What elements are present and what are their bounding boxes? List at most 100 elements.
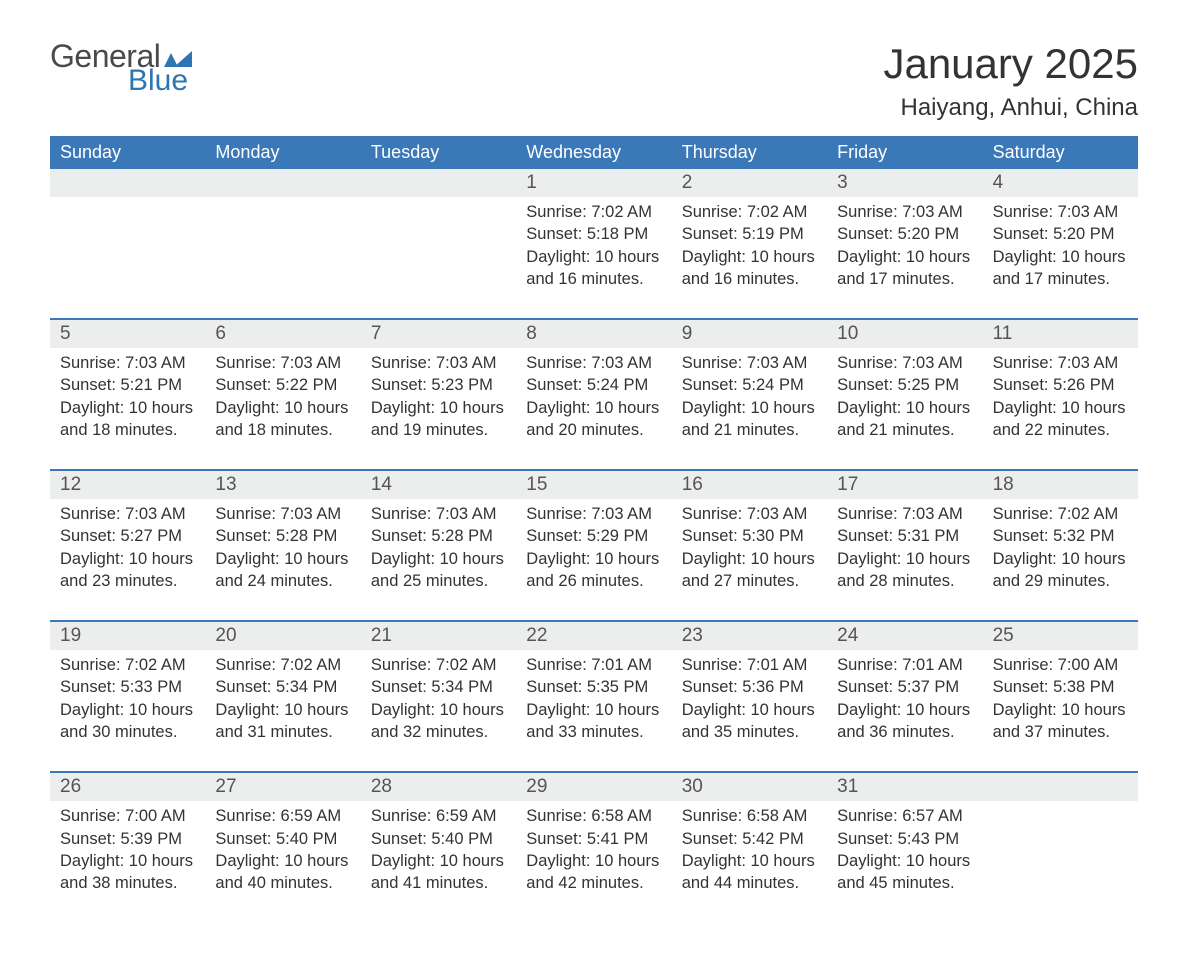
daylight-text: and 44 minutes. <box>682 872 817 894</box>
sunset-text: Sunset: 5:34 PM <box>215 676 350 698</box>
day-number-row: 12131415161718 <box>50 471 1138 499</box>
day-cell: Sunrise: 7:03 AMSunset: 5:28 PMDaylight:… <box>205 499 360 620</box>
daylight-text: and 37 minutes. <box>993 721 1128 743</box>
sunrise-text: Sunrise: 7:02 AM <box>60 654 195 676</box>
sunrise-text: Sunrise: 7:03 AM <box>682 503 817 525</box>
daylight-text: and 31 minutes. <box>215 721 350 743</box>
sunset-text: Sunset: 5:26 PM <box>993 374 1128 396</box>
weekday-header: Sunday <box>50 136 205 169</box>
day-cell: Sunrise: 7:03 AMSunset: 5:28 PMDaylight:… <box>361 499 516 620</box>
sunset-text: Sunset: 5:35 PM <box>526 676 661 698</box>
daylight-text: Daylight: 10 hours <box>993 699 1128 721</box>
sunset-text: Sunset: 5:20 PM <box>837 223 972 245</box>
day-number: 24 <box>827 622 982 650</box>
sunrise-text: Sunrise: 7:03 AM <box>526 352 661 374</box>
daylight-text: and 38 minutes. <box>60 872 195 894</box>
daylight-text: and 36 minutes. <box>837 721 972 743</box>
day-number <box>983 773 1138 801</box>
header: General Blue January 2025 Haiyang, Anhui… <box>50 40 1138 122</box>
day-cell: Sunrise: 7:03 AMSunset: 5:22 PMDaylight:… <box>205 348 360 469</box>
sunset-text: Sunset: 5:36 PM <box>682 676 817 698</box>
title-block: January 2025 Haiyang, Anhui, China <box>883 40 1138 122</box>
sunset-text: Sunset: 5:39 PM <box>60 828 195 850</box>
sunrise-text: Sunrise: 7:02 AM <box>215 654 350 676</box>
day-number: 19 <box>50 622 205 650</box>
sunrise-text: Sunrise: 7:01 AM <box>837 654 972 676</box>
daylight-text: and 24 minutes. <box>215 570 350 592</box>
calendar-week: 567891011Sunrise: 7:03 AMSunset: 5:21 PM… <box>50 318 1138 469</box>
day-number: 10 <box>827 320 982 348</box>
daylight-text: Daylight: 10 hours <box>682 397 817 419</box>
day-cell: Sunrise: 7:03 AMSunset: 5:24 PMDaylight:… <box>516 348 671 469</box>
day-cell: Sunrise: 7:03 AMSunset: 5:20 PMDaylight:… <box>983 197 1138 318</box>
sunset-text: Sunset: 5:34 PM <box>371 676 506 698</box>
location: Haiyang, Anhui, China <box>883 94 1138 122</box>
day-cell: Sunrise: 7:02 AMSunset: 5:19 PMDaylight:… <box>672 197 827 318</box>
daylight-text: and 35 minutes. <box>682 721 817 743</box>
daylight-text: and 19 minutes. <box>371 419 506 441</box>
sunrise-text: Sunrise: 7:03 AM <box>215 352 350 374</box>
daylight-text: Daylight: 10 hours <box>526 397 661 419</box>
logo: General Blue <box>50 40 192 96</box>
day-number: 25 <box>983 622 1138 650</box>
day-cell: Sunrise: 7:02 AMSunset: 5:33 PMDaylight:… <box>50 650 205 771</box>
daylight-text: and 41 minutes. <box>371 872 506 894</box>
sunset-text: Sunset: 5:38 PM <box>993 676 1128 698</box>
daylight-text: and 20 minutes. <box>526 419 661 441</box>
daylight-text: and 18 minutes. <box>60 419 195 441</box>
sunset-text: Sunset: 5:40 PM <box>371 828 506 850</box>
sunrise-text: Sunrise: 6:57 AM <box>837 805 972 827</box>
sunrise-text: Sunrise: 7:01 AM <box>526 654 661 676</box>
sunrise-text: Sunrise: 7:03 AM <box>215 503 350 525</box>
sunset-text: Sunset: 5:24 PM <box>682 374 817 396</box>
day-number: 30 <box>672 773 827 801</box>
daylight-text: Daylight: 10 hours <box>993 246 1128 268</box>
sunrise-text: Sunrise: 7:03 AM <box>682 352 817 374</box>
day-number: 7 <box>361 320 516 348</box>
daylight-text: Daylight: 10 hours <box>371 548 506 570</box>
day-cell: Sunrise: 7:03 AMSunset: 5:31 PMDaylight:… <box>827 499 982 620</box>
daylight-text: Daylight: 10 hours <box>837 699 972 721</box>
daylight-text: Daylight: 10 hours <box>526 850 661 872</box>
calendar-week: 262728293031Sunrise: 7:00 AMSunset: 5:39… <box>50 771 1138 922</box>
daylight-text: Daylight: 10 hours <box>682 548 817 570</box>
sunrise-text: Sunrise: 7:02 AM <box>371 654 506 676</box>
daylight-text: Daylight: 10 hours <box>60 397 195 419</box>
sunset-text: Sunset: 5:18 PM <box>526 223 661 245</box>
day-cell: Sunrise: 7:00 AMSunset: 5:38 PMDaylight:… <box>983 650 1138 771</box>
sunrise-text: Sunrise: 7:00 AM <box>60 805 195 827</box>
daylight-text: and 21 minutes. <box>837 419 972 441</box>
daylight-text: and 30 minutes. <box>60 721 195 743</box>
day-cell: Sunrise: 7:02 AMSunset: 5:34 PMDaylight:… <box>205 650 360 771</box>
daylight-text: Daylight: 10 hours <box>682 246 817 268</box>
day-number: 3 <box>827 169 982 197</box>
day-cell: Sunrise: 7:02 AMSunset: 5:34 PMDaylight:… <box>361 650 516 771</box>
calendar: Sunday Monday Tuesday Wednesday Thursday… <box>50 136 1138 922</box>
weekday-header: Friday <box>827 136 982 169</box>
calendar-week: 1234Sunrise: 7:02 AMSunset: 5:18 PMDayli… <box>50 169 1138 318</box>
day-number: 5 <box>50 320 205 348</box>
daylight-text: Daylight: 10 hours <box>837 246 972 268</box>
day-number: 22 <box>516 622 671 650</box>
day-cell: Sunrise: 6:59 AMSunset: 5:40 PMDaylight:… <box>205 801 360 922</box>
sunrise-text: Sunrise: 7:00 AM <box>993 654 1128 676</box>
daylight-text: and 29 minutes. <box>993 570 1128 592</box>
daylight-text: Daylight: 10 hours <box>215 548 350 570</box>
sunrise-text: Sunrise: 6:59 AM <box>215 805 350 827</box>
sunset-text: Sunset: 5:43 PM <box>837 828 972 850</box>
day-cell <box>205 197 360 318</box>
day-number: 8 <box>516 320 671 348</box>
sunrise-text: Sunrise: 7:03 AM <box>837 503 972 525</box>
day-cell: Sunrise: 7:00 AMSunset: 5:39 PMDaylight:… <box>50 801 205 922</box>
daylight-text: and 16 minutes. <box>526 268 661 290</box>
sunset-text: Sunset: 5:24 PM <box>526 374 661 396</box>
day-number: 1 <box>516 169 671 197</box>
sunrise-text: Sunrise: 7:03 AM <box>371 503 506 525</box>
day-number: 31 <box>827 773 982 801</box>
sunset-text: Sunset: 5:27 PM <box>60 525 195 547</box>
weekday-header: Saturday <box>983 136 1138 169</box>
daylight-text: Daylight: 10 hours <box>215 699 350 721</box>
day-number: 27 <box>205 773 360 801</box>
daylight-text: Daylight: 10 hours <box>371 850 506 872</box>
weekday-header-row: Sunday Monday Tuesday Wednesday Thursday… <box>50 136 1138 169</box>
